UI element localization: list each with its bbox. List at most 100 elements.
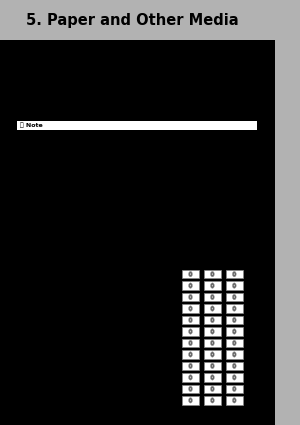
- Bar: [226, 373, 243, 382]
- Circle shape: [232, 317, 236, 323]
- Circle shape: [232, 272, 236, 277]
- Circle shape: [234, 365, 235, 367]
- Circle shape: [189, 375, 192, 380]
- Circle shape: [212, 319, 213, 321]
- Circle shape: [211, 363, 214, 368]
- Bar: [226, 293, 243, 301]
- Circle shape: [232, 386, 236, 391]
- Bar: [182, 339, 199, 347]
- Circle shape: [189, 283, 192, 288]
- Circle shape: [211, 375, 214, 380]
- Bar: [204, 350, 221, 359]
- Circle shape: [190, 273, 191, 275]
- Bar: [226, 270, 243, 278]
- Circle shape: [234, 400, 235, 401]
- Circle shape: [232, 340, 236, 346]
- Bar: [204, 281, 221, 290]
- Bar: [226, 362, 243, 370]
- Circle shape: [211, 386, 214, 391]
- Text: 📄 Note: 📄 Note: [20, 122, 43, 128]
- Circle shape: [234, 308, 235, 309]
- Circle shape: [232, 363, 236, 368]
- Circle shape: [211, 398, 214, 403]
- Circle shape: [234, 319, 235, 321]
- Text: 5. Paper and Other Media: 5. Paper and Other Media: [26, 13, 238, 28]
- Circle shape: [232, 295, 236, 300]
- Circle shape: [212, 308, 213, 309]
- Bar: [204, 385, 221, 393]
- Circle shape: [190, 388, 191, 390]
- Circle shape: [212, 273, 213, 275]
- Circle shape: [232, 329, 236, 334]
- Bar: [0, 0, 274, 40]
- Bar: [204, 327, 221, 336]
- Bar: [182, 293, 199, 301]
- Circle shape: [234, 285, 235, 286]
- Circle shape: [211, 295, 214, 300]
- Circle shape: [232, 283, 236, 288]
- Circle shape: [211, 352, 214, 357]
- Circle shape: [190, 331, 191, 332]
- Circle shape: [190, 296, 191, 298]
- Bar: [182, 350, 199, 359]
- Circle shape: [189, 340, 192, 346]
- Bar: [226, 385, 243, 393]
- Circle shape: [189, 352, 192, 357]
- Circle shape: [190, 342, 191, 344]
- Bar: [182, 270, 199, 278]
- Bar: [226, 304, 243, 313]
- Circle shape: [190, 354, 191, 355]
- Circle shape: [190, 285, 191, 286]
- Circle shape: [211, 272, 214, 277]
- Bar: [182, 396, 199, 405]
- Circle shape: [189, 272, 192, 277]
- Bar: [182, 304, 199, 313]
- Circle shape: [212, 365, 213, 367]
- Circle shape: [234, 273, 235, 275]
- Circle shape: [212, 342, 213, 344]
- Bar: [182, 316, 199, 324]
- Circle shape: [189, 398, 192, 403]
- Circle shape: [190, 365, 191, 367]
- Circle shape: [211, 329, 214, 334]
- Bar: [204, 304, 221, 313]
- Bar: [204, 293, 221, 301]
- Bar: [226, 327, 243, 336]
- Circle shape: [211, 306, 214, 311]
- Bar: [204, 316, 221, 324]
- Bar: [204, 339, 221, 347]
- Circle shape: [232, 306, 236, 311]
- Circle shape: [232, 398, 236, 403]
- Circle shape: [234, 377, 235, 378]
- Bar: [226, 339, 243, 347]
- Circle shape: [212, 354, 213, 355]
- Circle shape: [190, 377, 191, 378]
- Bar: [226, 350, 243, 359]
- Bar: [204, 362, 221, 370]
- Circle shape: [234, 342, 235, 344]
- Circle shape: [189, 295, 192, 300]
- Circle shape: [189, 317, 192, 323]
- Circle shape: [232, 352, 236, 357]
- Circle shape: [212, 377, 213, 378]
- Circle shape: [234, 354, 235, 355]
- Circle shape: [212, 285, 213, 286]
- Bar: [204, 396, 221, 405]
- Circle shape: [234, 388, 235, 390]
- Bar: [274, 0, 300, 425]
- Bar: [204, 373, 221, 382]
- Bar: [226, 316, 243, 324]
- Circle shape: [190, 308, 191, 309]
- Bar: [204, 270, 221, 278]
- Circle shape: [189, 306, 192, 311]
- Circle shape: [234, 331, 235, 332]
- Circle shape: [211, 317, 214, 323]
- Bar: [226, 281, 243, 290]
- Bar: [182, 281, 199, 290]
- Bar: [16, 121, 256, 130]
- Circle shape: [189, 329, 192, 334]
- Circle shape: [189, 363, 192, 368]
- Bar: [182, 373, 199, 382]
- Circle shape: [189, 386, 192, 391]
- Circle shape: [232, 375, 236, 380]
